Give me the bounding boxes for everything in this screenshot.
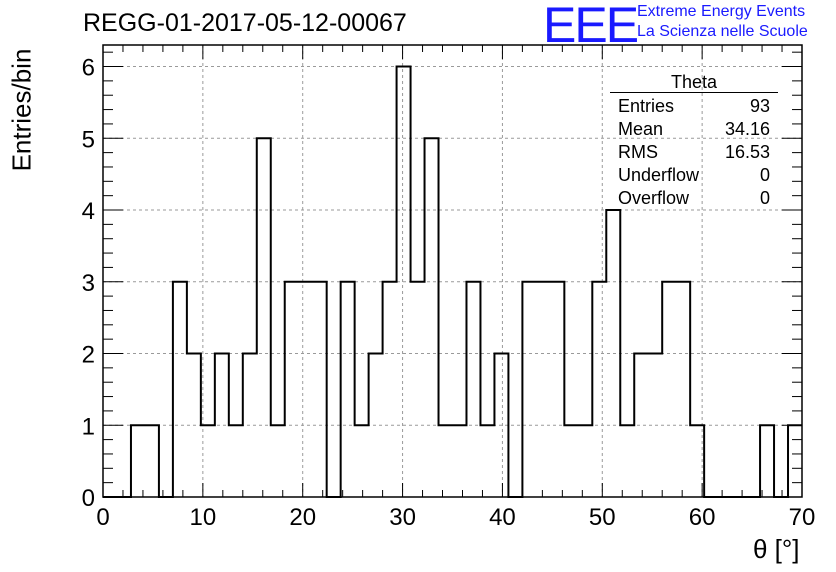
stat-label: Underflow bbox=[618, 165, 700, 185]
y-tick-label: 1 bbox=[82, 413, 95, 440]
stat-value: 0 bbox=[759, 165, 770, 185]
logo-subtitle-1: Extreme Energy Events bbox=[637, 3, 806, 20]
stat-label: Entries bbox=[618, 96, 675, 116]
x-tick-label: 70 bbox=[789, 504, 816, 531]
y-tick-label: 6 bbox=[82, 55, 95, 82]
y-tick-label: 3 bbox=[82, 270, 95, 297]
stat-value: 34.16 bbox=[724, 119, 770, 139]
chart-title: REGG-01-2017-05-12-00067 bbox=[83, 9, 407, 37]
axis-ticks bbox=[102, 45, 803, 498]
x-tick-label: 50 bbox=[589, 504, 616, 531]
stat-label: RMS bbox=[618, 142, 658, 162]
x-axis-label: θ [°] bbox=[753, 534, 800, 564]
x-tick-label: 30 bbox=[389, 504, 416, 531]
x-tick-label: 20 bbox=[289, 504, 316, 531]
y-tick-label: 2 bbox=[82, 342, 95, 369]
stat-value: 93 bbox=[749, 96, 770, 116]
y-tick-label: 0 bbox=[82, 485, 95, 512]
y-tick-label: 5 bbox=[82, 126, 95, 153]
x-tick-label: 10 bbox=[190, 504, 217, 531]
stats-title: Theta bbox=[610, 72, 778, 93]
plot-frame bbox=[102, 44, 803, 498]
axis-tick-labels: 0 10 20 30 40 50 60 70 0 1 2 3 4 5 6 bbox=[82, 55, 816, 531]
eee-logo: EEE bbox=[543, 0, 639, 53]
stats-box: Theta Entries 93 Mean 34.16 RMS 16.53 Un… bbox=[610, 72, 778, 210]
stat-row-entries: Entries 93 bbox=[610, 95, 778, 118]
histogram-series bbox=[103, 65, 802, 498]
stat-row-mean: Mean 34.16 bbox=[610, 118, 778, 141]
stat-label: Mean bbox=[618, 119, 664, 139]
logo-subtitle-2: La Scienza nelle Scuole bbox=[637, 23, 808, 40]
x-tick-label: 60 bbox=[689, 504, 716, 531]
stat-row-underflow: Underflow 0 bbox=[610, 164, 778, 187]
stat-value: 0 bbox=[759, 188, 770, 208]
stat-row-rms: RMS 16.53 bbox=[610, 141, 778, 164]
stat-label: Overflow bbox=[618, 188, 690, 208]
stat-value: 16.53 bbox=[724, 142, 770, 162]
y-tick-label: 4 bbox=[82, 198, 95, 225]
x-tick-label: 40 bbox=[489, 504, 516, 531]
y-axis-label: Entries/bin bbox=[6, 48, 37, 172]
x-tick-label: 0 bbox=[96, 504, 109, 531]
stat-row-overflow: Overflow 0 bbox=[610, 187, 778, 210]
